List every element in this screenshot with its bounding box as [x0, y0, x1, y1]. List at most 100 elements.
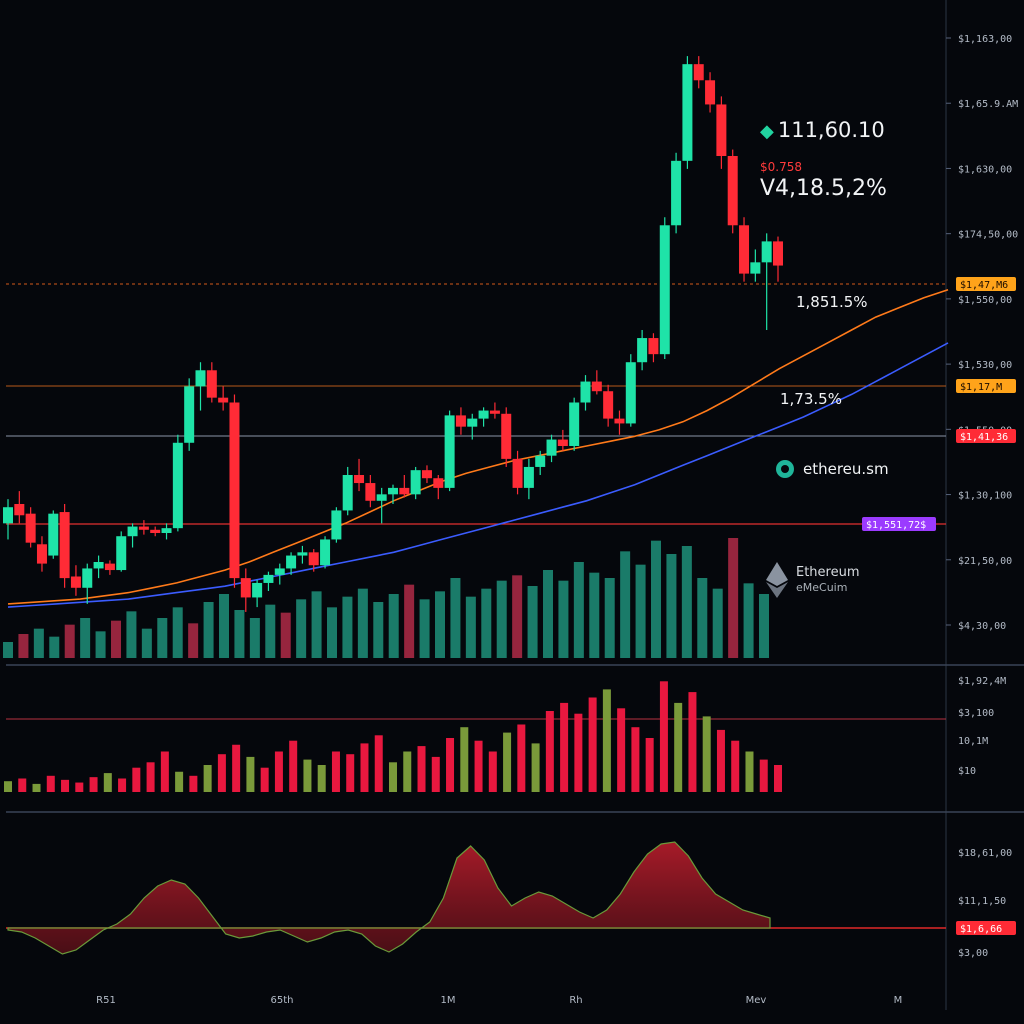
volume-bar — [18, 634, 29, 658]
histogram-bar — [346, 754, 355, 792]
candle-body — [625, 362, 636, 424]
volume-tick-label: $3,100 — [958, 708, 994, 719]
candle-body — [25, 513, 36, 543]
volume-bar — [388, 594, 399, 658]
price-change-percent: V4,18.5,2% — [760, 176, 887, 201]
candle-body — [444, 415, 455, 488]
volume-bar — [527, 586, 538, 658]
volume-bar — [141, 628, 152, 658]
volume-bar — [311, 591, 322, 658]
histogram-bar — [617, 708, 626, 792]
histogram-bar — [731, 740, 740, 792]
volume-bar — [666, 554, 677, 658]
price-tick-label: $174,50,00 — [958, 230, 1018, 241]
candle-body — [727, 156, 738, 226]
candle-body — [286, 555, 297, 569]
price-tick-label: $1,30,100 — [958, 491, 1012, 502]
candle-body — [693, 64, 704, 81]
candle-body — [206, 370, 217, 398]
price-tag-label: $1,47,M6 — [960, 280, 1008, 291]
histogram-bar — [203, 765, 212, 792]
histogram-bar — [645, 738, 654, 792]
histogram-bar — [517, 724, 526, 792]
volume-bar — [327, 607, 337, 658]
candle-body — [70, 576, 81, 588]
volume-tick-label: 10,1M — [958, 736, 988, 747]
volume-bar — [635, 564, 646, 658]
time-tick-label: Mev — [746, 995, 767, 1006]
oscillator-tick-label: $18,61,00 — [958, 848, 1012, 859]
histogram-bar — [503, 732, 512, 792]
histogram-bar — [32, 783, 41, 792]
volume-bar — [712, 588, 723, 658]
diamond-icon: ◆ — [760, 121, 774, 142]
candle-body — [218, 397, 229, 403]
candle-body — [331, 510, 342, 540]
candle-body — [705, 80, 716, 105]
candle-body — [433, 478, 444, 488]
candle-body — [682, 64, 693, 161]
histogram-bar — [431, 756, 440, 792]
volume-bar — [589, 572, 600, 658]
volume-tick-label: $1,92,4M — [958, 676, 1006, 687]
volume-bar — [234, 610, 245, 658]
candle-body — [388, 487, 398, 495]
volume-bar — [64, 624, 75, 658]
oscillator-tick-label: $3,00 — [958, 948, 988, 959]
candle-body — [512, 458, 523, 488]
volume-bar — [465, 596, 476, 658]
histogram-bar — [560, 702, 569, 792]
volume-bar — [620, 551, 631, 658]
price-tag — [862, 517, 936, 531]
candle-body — [489, 410, 500, 414]
candle-body — [376, 494, 387, 501]
candle-body — [229, 402, 240, 579]
histogram-bar — [246, 756, 255, 792]
price-tag — [956, 277, 1016, 291]
volume-bar — [172, 607, 183, 658]
ma-fast-percent: 1,851.5% — [796, 293, 868, 311]
candle-body — [591, 381, 602, 392]
asset-badge[interactable]: ethereu.sm — [776, 460, 889, 478]
histogram-bar — [389, 762, 397, 792]
histogram-bar — [446, 738, 455, 792]
volume-bar — [80, 618, 91, 658]
candle-body — [263, 574, 274, 583]
candle-body — [127, 526, 138, 537]
volume-bar — [651, 540, 661, 658]
candle-body — [184, 386, 195, 443]
candle-body — [659, 225, 670, 355]
histogram-bar — [175, 771, 184, 792]
volume-bar — [157, 618, 168, 658]
price-tick-label: $4,30,00 — [958, 621, 1006, 632]
candle-body — [274, 568, 285, 575]
volume-bar — [419, 599, 430, 658]
histogram-bar — [374, 735, 383, 792]
volume-tick-label: $10 — [958, 766, 976, 777]
candle-body — [240, 578, 251, 598]
candle-body — [48, 513, 59, 556]
price-tick-label: $1,65.9.AM — [958, 99, 1018, 110]
histogram-bars — [4, 681, 782, 792]
histogram-bar — [602, 689, 611, 792]
volume-bar — [280, 612, 291, 658]
ma-slow-line — [7, 342, 949, 608]
volume-bar — [604, 578, 615, 658]
candle-body — [59, 512, 70, 579]
candle-body — [421, 470, 432, 479]
histogram-bar — [289, 740, 298, 792]
candle-body — [252, 582, 263, 598]
oscillator-area — [7, 841, 771, 955]
candle-body — [195, 370, 206, 387]
price-tick-label: $1,550,00 — [958, 295, 1012, 306]
volume-bar — [126, 611, 137, 658]
volume-bar — [681, 546, 692, 658]
histogram-bar — [317, 765, 326, 792]
candle-body — [410, 470, 421, 495]
candle-body — [399, 487, 410, 495]
price-tag-label: $1,6,66 — [960, 924, 1002, 935]
price-tick-label: $1,630,00 — [958, 164, 1012, 175]
volume-bar — [512, 575, 523, 658]
ma-slow-percent: 1,73.5% — [780, 390, 842, 408]
candle-body — [773, 241, 783, 266]
